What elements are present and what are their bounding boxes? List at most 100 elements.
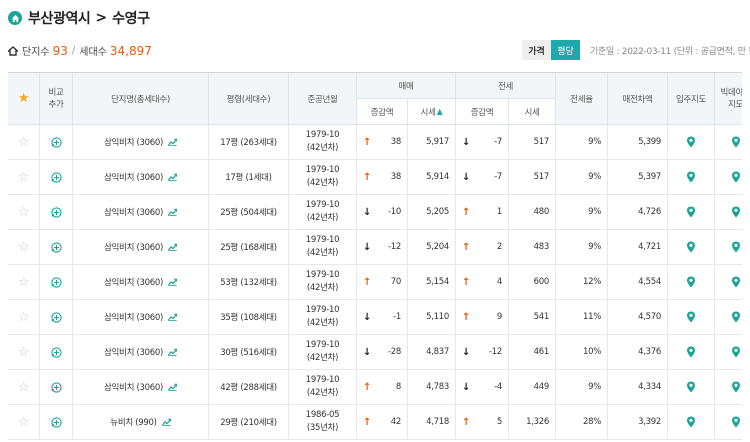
map-pin-icon[interactable] bbox=[731, 136, 741, 148]
favorite-cell[interactable]: ☆ bbox=[8, 300, 40, 335]
map-pin-icon[interactable] bbox=[731, 206, 741, 218]
map-pin-icon[interactable] bbox=[686, 276, 696, 288]
home-icon[interactable] bbox=[8, 11, 22, 25]
bigdata-map-cell[interactable] bbox=[715, 300, 742, 335]
complex-name[interactable]: 삼익비치 (3060) bbox=[104, 348, 163, 358]
compare-add-icon[interactable] bbox=[50, 136, 62, 148]
complex-name[interactable]: 뉴비치 (990) bbox=[110, 418, 157, 428]
complex-cell[interactable]: 삼익비치 (3060) bbox=[73, 230, 209, 265]
move-in-map-cell[interactable] bbox=[668, 405, 715, 440]
star-outline-icon[interactable]: ☆ bbox=[17, 274, 30, 290]
star-outline-icon[interactable]: ☆ bbox=[17, 239, 30, 255]
map-pin-icon[interactable] bbox=[686, 346, 696, 358]
move-in-map-cell[interactable] bbox=[668, 370, 715, 405]
complex-name[interactable]: 삼익비치 (3060) bbox=[104, 138, 163, 148]
complex-cell[interactable]: 삼익비치 (3060) bbox=[73, 370, 209, 405]
complex-cell[interactable]: 삼익비치 (3060) bbox=[73, 160, 209, 195]
breadcrumb-city[interactable]: 부산광역시 bbox=[28, 11, 91, 27]
compare-add-icon[interactable] bbox=[50, 171, 62, 183]
favorite-cell[interactable]: ☆ bbox=[8, 370, 40, 405]
complex-name[interactable]: 삼익비치 (3060) bbox=[104, 208, 163, 218]
compare-cell[interactable] bbox=[40, 125, 73, 160]
favorite-cell[interactable]: ☆ bbox=[8, 230, 40, 265]
compare-cell[interactable] bbox=[40, 195, 73, 230]
complex-header[interactable]: 단지명(총세대수) bbox=[73, 73, 209, 125]
trend-chart-icon[interactable] bbox=[168, 348, 177, 356]
map-pin-icon[interactable] bbox=[686, 416, 696, 428]
move-in-map-cell[interactable] bbox=[668, 265, 715, 300]
bigdata-map-cell[interactable] bbox=[715, 265, 742, 300]
compare-add-icon[interactable] bbox=[50, 381, 62, 393]
trend-chart-icon[interactable] bbox=[168, 383, 177, 391]
sale-change-header[interactable]: 증감액 bbox=[357, 99, 408, 125]
move-in-map-cell[interactable] bbox=[668, 230, 715, 265]
compare-add-icon[interactable] bbox=[50, 276, 62, 288]
complex-cell[interactable]: 삼익비치 (3060) bbox=[73, 335, 209, 370]
price-button[interactable]: 가격 bbox=[522, 40, 551, 60]
move-in-map-cell[interactable] bbox=[668, 125, 715, 160]
breadcrumb-district[interactable]: 수영구 bbox=[112, 11, 150, 27]
move-in-map-cell[interactable] bbox=[668, 300, 715, 335]
complex-name[interactable]: 삼익비치 (3060) bbox=[104, 173, 163, 183]
sale-price-header[interactable]: 시세 ▲ bbox=[408, 99, 456, 125]
favorite-header[interactable]: ★ bbox=[8, 73, 40, 125]
gap-header[interactable]: 매전차액 bbox=[608, 73, 668, 125]
compare-add-icon[interactable] bbox=[50, 206, 62, 218]
compare-cell[interactable] bbox=[40, 300, 73, 335]
compare-cell[interactable] bbox=[40, 265, 73, 300]
complex-cell[interactable]: 뉴비치 (990) bbox=[73, 405, 209, 440]
compare-add-icon[interactable] bbox=[50, 416, 62, 428]
map-pin-icon[interactable] bbox=[686, 381, 696, 393]
bigdata-map-cell[interactable] bbox=[715, 125, 742, 160]
built-date-header[interactable]: 준공년월 bbox=[289, 73, 357, 125]
complex-name[interactable]: 삼익비치 (3060) bbox=[104, 278, 163, 288]
star-outline-icon[interactable]: ☆ bbox=[17, 134, 30, 150]
favorite-cell[interactable]: ☆ bbox=[8, 195, 40, 230]
compare-cell[interactable] bbox=[40, 370, 73, 405]
favorite-cell[interactable]: ☆ bbox=[8, 125, 40, 160]
favorite-cell[interactable]: ☆ bbox=[8, 160, 40, 195]
bigdata-map-cell[interactable] bbox=[715, 230, 742, 265]
bigdata-map-cell[interactable] bbox=[715, 195, 742, 230]
pyeong-header[interactable]: 평형(세대수) bbox=[209, 73, 289, 125]
map-pin-icon[interactable] bbox=[731, 171, 741, 183]
compare-add-icon[interactable] bbox=[50, 311, 62, 323]
bigdata-map-cell[interactable] bbox=[715, 405, 742, 440]
favorite-cell[interactable]: ☆ bbox=[8, 335, 40, 370]
favorite-cell[interactable]: ☆ bbox=[8, 405, 40, 440]
trend-chart-icon[interactable] bbox=[168, 208, 177, 216]
complex-cell[interactable]: 삼익비치 (3060) bbox=[73, 195, 209, 230]
complex-name[interactable]: 삼익비치 (3060) bbox=[104, 313, 163, 323]
map-pin-icon[interactable] bbox=[731, 346, 741, 358]
star-icon[interactable]: ★ bbox=[17, 91, 30, 106]
star-outline-icon[interactable]: ☆ bbox=[17, 204, 30, 220]
jeonse-change-header[interactable]: 증감액 bbox=[456, 99, 509, 125]
compare-add-icon[interactable] bbox=[50, 241, 62, 253]
move-in-map-cell[interactable] bbox=[668, 335, 715, 370]
compare-cell[interactable] bbox=[40, 405, 73, 440]
compare-cell[interactable] bbox=[40, 335, 73, 370]
star-outline-icon[interactable]: ☆ bbox=[17, 379, 30, 395]
trend-chart-icon[interactable] bbox=[168, 138, 177, 146]
map-pin-icon[interactable] bbox=[686, 241, 696, 253]
bigdata-map-cell[interactable] bbox=[715, 160, 742, 195]
trend-chart-icon[interactable] bbox=[168, 173, 177, 181]
trend-chart-icon[interactable] bbox=[168, 278, 177, 286]
trend-chart-icon[interactable] bbox=[168, 313, 177, 321]
map-pin-icon[interactable] bbox=[686, 171, 696, 183]
move-in-map-cell[interactable] bbox=[668, 195, 715, 230]
map-pin-icon[interactable] bbox=[686, 311, 696, 323]
complex-cell[interactable]: 삼익비치 (3060) bbox=[73, 125, 209, 160]
map-pin-icon[interactable] bbox=[686, 136, 696, 148]
map-pin-icon[interactable] bbox=[731, 311, 741, 323]
star-outline-icon[interactable]: ☆ bbox=[17, 169, 30, 185]
complex-cell[interactable]: 삼익비치 (3060) bbox=[73, 300, 209, 335]
map-pin-icon[interactable] bbox=[731, 241, 741, 253]
jeonse-ratio-header[interactable]: 전세율 bbox=[556, 73, 608, 125]
complex-cell[interactable]: 삼익비치 (3060) bbox=[73, 265, 209, 300]
trend-chart-icon[interactable] bbox=[161, 418, 171, 426]
compare-cell[interactable] bbox=[40, 230, 73, 265]
map-pin-icon[interactable] bbox=[731, 381, 741, 393]
complex-name[interactable]: 삼익비치 (3060) bbox=[104, 243, 163, 253]
favorite-cell[interactable]: ☆ bbox=[8, 265, 40, 300]
